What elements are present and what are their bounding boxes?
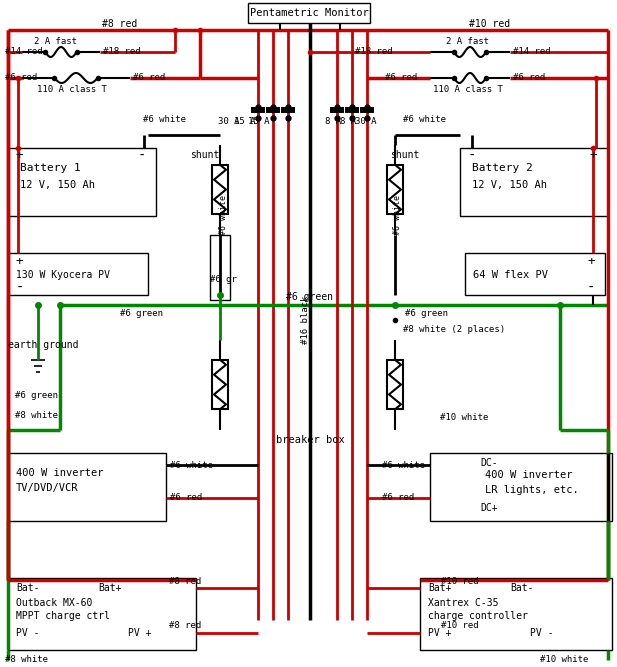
Text: 15 A: 15 A — [233, 117, 255, 127]
Text: PV -: PV - — [530, 628, 553, 638]
Bar — [210, 235, 230, 300]
Text: #6 red: #6 red — [513, 73, 545, 81]
Text: 400 W inverter: 400 W inverter — [485, 470, 573, 480]
Text: #6 red: #6 red — [133, 73, 165, 81]
Text: #6 gr: #6 gr — [210, 275, 237, 285]
Text: 64 W flex PV: 64 W flex PV — [473, 270, 548, 280]
Text: 2 A fast: 2 A fast — [33, 37, 77, 45]
Text: 130 W Kyocera PV: 130 W Kyocera PV — [16, 270, 110, 280]
Text: 12 V, 150 Ah: 12 V, 150 Ah — [20, 180, 95, 190]
Text: #8 red: #8 red — [102, 19, 138, 29]
Text: #10 red: #10 red — [441, 576, 479, 586]
Bar — [387, 360, 403, 410]
Text: #6 green: #6 green — [120, 309, 163, 317]
Bar — [465, 253, 605, 295]
Bar — [430, 453, 612, 521]
Text: +: + — [16, 149, 23, 163]
Text: 110 A class T: 110 A class T — [37, 85, 107, 95]
Text: #6 red: #6 red — [5, 73, 37, 81]
Bar — [248, 3, 370, 23]
Text: Bat-: Bat- — [510, 583, 534, 593]
Text: MPPT charge ctrl: MPPT charge ctrl — [16, 611, 110, 621]
Text: #6 red: #6 red — [385, 73, 417, 81]
Text: #6 red: #6 red — [382, 494, 414, 502]
Text: 12 V, 150 Ah: 12 V, 150 Ah — [472, 180, 547, 190]
Text: #8 white (2 places): #8 white (2 places) — [403, 325, 505, 334]
Text: -: - — [16, 281, 25, 295]
Bar — [460, 148, 608, 216]
Text: #8 white: #8 white — [5, 656, 48, 664]
Text: Bat+: Bat+ — [98, 583, 122, 593]
Text: 2 A fast: 2 A fast — [447, 37, 489, 45]
Text: charge controller: charge controller — [428, 611, 528, 621]
Text: PV +: PV + — [428, 628, 452, 638]
Text: #10 red: #10 red — [441, 622, 479, 630]
Text: Battery 1: Battery 1 — [20, 163, 81, 173]
Text: -: - — [587, 281, 595, 295]
Text: #14 red: #14 red — [513, 47, 550, 55]
Text: #6 white: #6 white — [394, 195, 402, 235]
Text: DC-: DC- — [480, 458, 498, 468]
Text: PV +: PV + — [128, 628, 152, 638]
Text: DC+: DC+ — [480, 503, 498, 513]
Text: -: - — [468, 149, 476, 163]
Text: #6 green: #6 green — [286, 292, 334, 302]
Bar — [212, 165, 228, 214]
Text: #10 white: #10 white — [540, 656, 589, 664]
Text: #6 white: #6 white — [403, 115, 446, 125]
Text: 8 A: 8 A — [340, 117, 356, 127]
Text: #6 white: #6 white — [382, 460, 425, 470]
Bar — [8, 253, 148, 295]
Bar — [8, 578, 196, 650]
Text: Battery 2: Battery 2 — [472, 163, 532, 173]
Text: PV -: PV - — [16, 628, 39, 638]
Text: LR lights, etc.: LR lights, etc. — [485, 485, 579, 495]
Text: 30 A: 30 A — [218, 117, 240, 127]
Text: TV/DVD/VCR: TV/DVD/VCR — [16, 483, 78, 493]
Text: shunt: shunt — [190, 150, 220, 160]
Text: #16 black: #16 black — [302, 295, 310, 344]
Text: Bat+: Bat+ — [428, 583, 452, 593]
Text: 15 A: 15 A — [249, 117, 270, 127]
Text: #8 white: #8 white — [15, 410, 58, 420]
Text: #10 red: #10 red — [470, 19, 510, 29]
Text: 400 W inverter: 400 W inverter — [16, 468, 104, 478]
Text: 30 A: 30 A — [355, 117, 376, 127]
Text: #6 green: #6 green — [15, 390, 58, 400]
Text: +: + — [16, 255, 23, 267]
Text: +: + — [587, 255, 595, 267]
Text: #14 red: #14 red — [5, 47, 43, 55]
Text: Pentametric Monitor: Pentametric Monitor — [250, 8, 368, 18]
Text: Outback MX-60: Outback MX-60 — [16, 598, 93, 608]
Text: breaker box: breaker box — [276, 435, 344, 445]
Text: 8 A: 8 A — [325, 117, 341, 127]
Text: #10 white: #10 white — [440, 414, 489, 422]
Text: #18 red: #18 red — [103, 47, 141, 55]
Text: #6 white: #6 white — [170, 460, 213, 470]
Bar — [8, 453, 166, 521]
Text: -: - — [138, 149, 146, 163]
Text: Bat-: Bat- — [16, 583, 39, 593]
Text: 110 A class T: 110 A class T — [433, 85, 503, 95]
Text: #6 red: #6 red — [170, 494, 202, 502]
Text: shunt: shunt — [390, 150, 420, 160]
Bar — [420, 578, 612, 650]
Text: +: + — [590, 149, 597, 163]
Text: #6 green: #6 green — [405, 309, 448, 317]
Text: #8 red: #8 red — [169, 622, 201, 630]
Text: #8 red: #8 red — [169, 576, 201, 586]
Text: #6 white: #6 white — [143, 115, 186, 125]
Text: Xantrex C-35: Xantrex C-35 — [428, 598, 499, 608]
Bar — [212, 360, 228, 410]
Text: #18 red: #18 red — [355, 47, 392, 55]
Bar — [387, 165, 403, 214]
Text: earth ground: earth ground — [8, 340, 78, 350]
Text: #6 white: #6 white — [218, 195, 228, 235]
Bar — [8, 148, 156, 216]
